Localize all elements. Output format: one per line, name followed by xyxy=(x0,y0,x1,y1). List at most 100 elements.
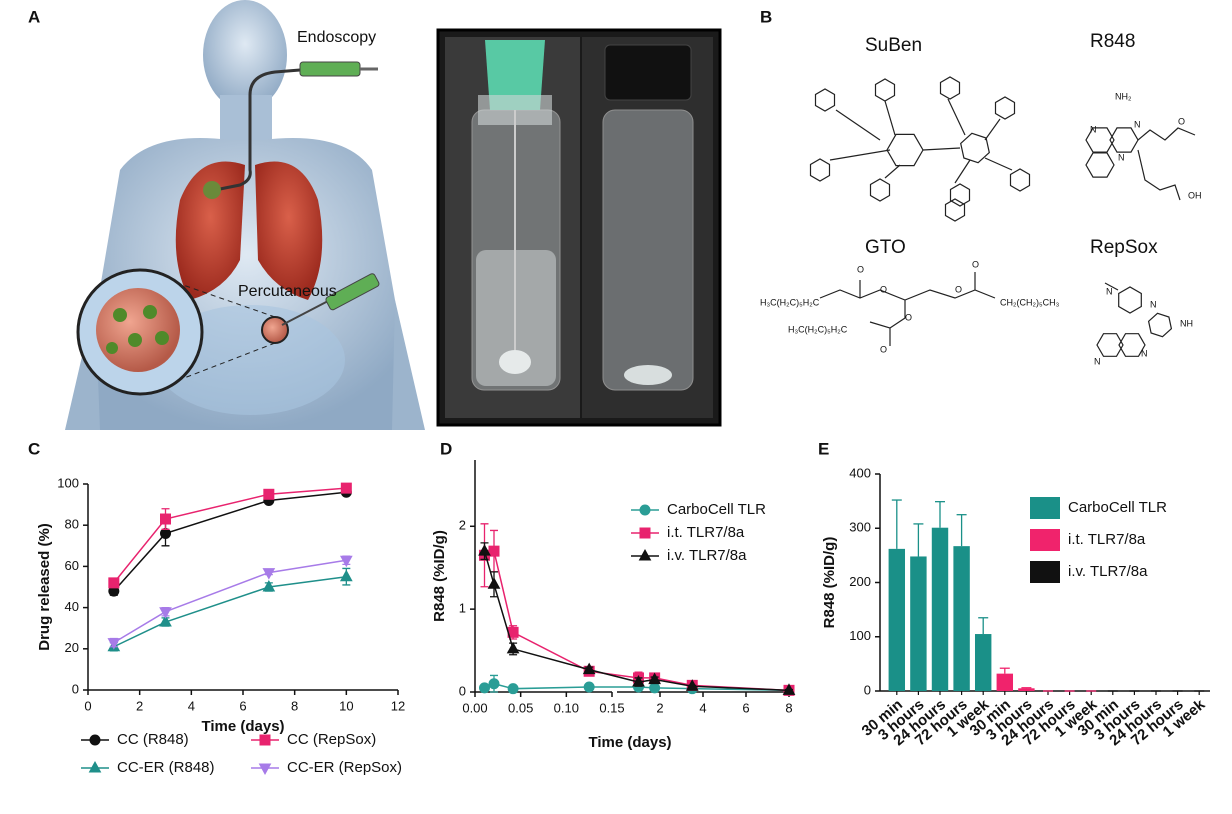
atom-label: N xyxy=(1094,356,1101,366)
bar xyxy=(996,673,1014,691)
atom-label: NH₂ xyxy=(1115,91,1132,101)
legend-label: CC-ER (RepSox) xyxy=(287,759,402,776)
atom-label: N xyxy=(1090,124,1097,134)
x-tick-label: 0.15 xyxy=(599,700,624,715)
ring xyxy=(1085,127,1115,153)
structure-name: GTO xyxy=(865,237,906,258)
legend-marker xyxy=(638,548,652,561)
x-tick-label: 8 xyxy=(291,698,298,713)
bond xyxy=(947,98,966,136)
data-point xyxy=(107,638,121,650)
structure-name: RepSox xyxy=(1090,237,1158,258)
x-axis-title: Time (days) xyxy=(201,718,284,735)
x-tick-label: 4 xyxy=(699,700,706,715)
series-line xyxy=(483,550,790,692)
y-axis-title: Drug released (%) xyxy=(36,523,53,651)
x-tick-label: 0.00 xyxy=(462,700,487,715)
ring xyxy=(809,158,831,182)
x-axis-title: Time (days) xyxy=(588,734,671,751)
ring xyxy=(1147,312,1173,338)
atom-label: O xyxy=(972,259,979,269)
legend-label: CarboCell TLR xyxy=(667,501,766,518)
y-tick-label: 0 xyxy=(864,682,871,697)
panel-label: B xyxy=(760,7,772,26)
atom-label: N xyxy=(1141,348,1148,358)
data-point xyxy=(632,675,645,687)
ring xyxy=(1096,333,1124,357)
panel-label: D xyxy=(440,439,452,458)
legend-label: CarboCell TLR xyxy=(1068,499,1167,516)
y-tick-label: 20 xyxy=(65,640,79,655)
atom-label: OH xyxy=(1188,190,1202,200)
panel-label: E xyxy=(818,439,829,458)
y-axis-title: R848 (%ID/g) xyxy=(431,530,448,622)
panel-label: C xyxy=(28,439,40,458)
bar xyxy=(931,527,949,691)
legend-label: i.t. TLR7/8a xyxy=(667,524,745,541)
structure-name: R848 xyxy=(1090,31,1135,52)
data-point xyxy=(685,679,699,691)
data-point xyxy=(340,482,352,494)
label-percutaneous: Percutaneous xyxy=(238,283,337,300)
atom-label: N xyxy=(1106,286,1113,296)
data-point xyxy=(159,614,172,627)
ring xyxy=(1085,152,1115,178)
x-tick-label: 0 xyxy=(84,698,91,713)
atom-label: H₃C(H₂C)₅H₂C xyxy=(788,324,848,334)
legend-label: CC-ER (R848) xyxy=(117,759,215,776)
legend-label: i.v. TLR7/8a xyxy=(1068,563,1148,580)
bond xyxy=(884,100,896,136)
label-endoscopy: Endoscopy xyxy=(297,29,376,46)
y-tick-label: 100 xyxy=(849,628,871,643)
atom-label: O xyxy=(1178,116,1185,126)
bond xyxy=(984,157,1013,171)
body-illustration xyxy=(40,0,425,430)
legend-label: CC (R848) xyxy=(117,731,189,748)
bar xyxy=(1018,688,1035,691)
structure-name: SuBen xyxy=(865,35,922,56)
x-tick-label: 0.05 xyxy=(508,700,533,715)
y-tick-label: 80 xyxy=(65,517,79,532)
atom-label: O xyxy=(857,264,864,274)
data-point xyxy=(488,678,500,690)
data-point xyxy=(582,662,596,675)
data-point xyxy=(108,577,120,589)
ring xyxy=(994,96,1016,120)
panel-label: A xyxy=(28,7,40,26)
bar xyxy=(953,546,970,691)
ring xyxy=(874,78,896,102)
bar xyxy=(910,556,927,691)
atom-label: O xyxy=(955,284,962,294)
x-tick-label: 0.10 xyxy=(554,700,579,715)
y-tick-label: 400 xyxy=(849,465,871,480)
ring xyxy=(1118,333,1146,357)
legend-swatch xyxy=(1030,529,1060,551)
x-tick-label: 2 xyxy=(136,698,143,713)
bond xyxy=(1137,127,1196,201)
atom-label: N xyxy=(1150,299,1157,309)
legend-marker xyxy=(639,504,651,516)
atom-label: O xyxy=(880,284,887,294)
ring xyxy=(1109,127,1139,153)
x-tick-label: 6 xyxy=(239,698,246,713)
chemical-structures xyxy=(809,76,1196,357)
atom-label: CH₂(CH₂)₅CH₃ xyxy=(1000,297,1060,307)
atom-label: O xyxy=(880,344,887,354)
y-tick-label: 0 xyxy=(72,681,79,696)
bond xyxy=(984,118,1001,141)
atom-label: H₃C(H₂C)₅H₂C xyxy=(760,297,820,307)
legend-marker xyxy=(639,527,651,539)
y-tick-label: 60 xyxy=(65,558,79,573)
atom-label: N xyxy=(1134,119,1141,129)
ring xyxy=(939,76,961,100)
y-tick-label: 2 xyxy=(459,518,466,533)
y-tick-label: 0 xyxy=(459,683,466,698)
data-point xyxy=(262,579,276,592)
legend-swatch xyxy=(1030,497,1060,519)
legend-label: i.v. TLR7/8a xyxy=(667,547,747,564)
vial-photo xyxy=(436,28,722,427)
bond xyxy=(922,147,961,151)
data-point xyxy=(488,545,500,557)
legend-marker xyxy=(258,763,272,776)
ring xyxy=(814,88,836,112)
